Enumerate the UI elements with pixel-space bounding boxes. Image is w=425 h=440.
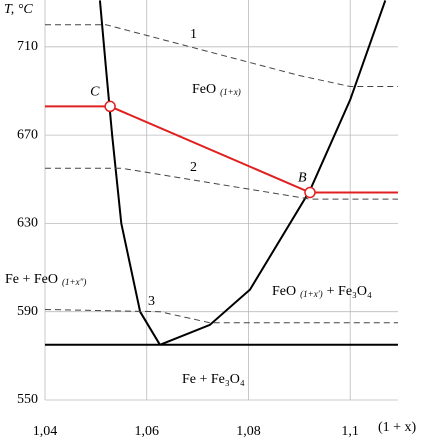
y-tick-label: 590 xyxy=(17,304,38,319)
point-label: C xyxy=(90,85,100,100)
x-tick-label: 1,08 xyxy=(236,424,261,439)
point xyxy=(304,186,316,199)
x-tick-label: 1,04 xyxy=(33,424,58,439)
curve xyxy=(44,308,398,324)
point xyxy=(104,100,116,113)
y-axis-label: T, °C xyxy=(4,2,33,17)
y-tick-label: 550 xyxy=(17,392,38,407)
y-tick-label: 630 xyxy=(17,216,38,231)
y-tick-label: 670 xyxy=(17,127,38,142)
region-label: Fe + FeO (1+x″) xyxy=(5,272,86,287)
x-tick-label: 1,06 xyxy=(134,424,159,439)
region-sub: (1+x′) xyxy=(300,289,323,299)
x-tick-label: 1,1 xyxy=(341,424,359,439)
region-sub: (1+x) xyxy=(220,87,241,97)
curve-label: 2 xyxy=(190,160,197,175)
region-text: Fe + Fe₃O₄ xyxy=(182,372,245,387)
curve xyxy=(159,0,387,346)
region-label: FeO (1+x′) + Fe₃O₄ xyxy=(272,284,372,299)
curve xyxy=(98,0,161,346)
region-after: + Fe₃O₄ xyxy=(327,284,372,299)
region-label: FeO (1+x) xyxy=(192,82,241,97)
region-sub: (1+x″) xyxy=(62,277,86,287)
curve xyxy=(45,24,398,88)
region-label: Fe + Fe₃O₄ xyxy=(182,372,245,387)
curve-label: 3 xyxy=(148,294,155,309)
curve xyxy=(45,167,398,200)
region-text: FeO xyxy=(272,284,296,299)
region-text: FeO xyxy=(192,82,216,97)
y-tick-label: 710 xyxy=(17,39,38,54)
region-text: Fe + FeO xyxy=(5,272,58,287)
x-axis-label: (1 + x) xyxy=(378,420,417,435)
curve-label: 1 xyxy=(190,27,197,42)
curve xyxy=(45,105,398,194)
point-label: B xyxy=(298,171,307,186)
